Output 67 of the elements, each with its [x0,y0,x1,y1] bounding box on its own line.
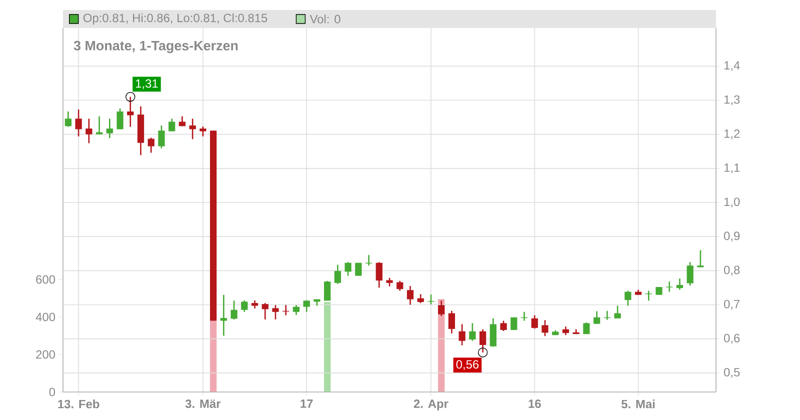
y-tick-label: 1,0 [724,198,740,208]
candlestick [241,300,248,313]
candlestick [624,290,632,306]
candlestick [230,300,238,320]
candlestick [406,285,414,306]
y-tick-label: 0,7 [724,300,740,310]
candlestick [334,264,341,285]
candlestick [344,261,352,276]
y2-tick-label: 200 [36,350,56,359]
y2-tick-label: 600 [36,275,56,284]
x-tick-label: 5. Mai [621,400,655,408]
y-tick-label: 1,1 [724,164,740,174]
candlestick [458,324,466,346]
candlestick [469,322,476,342]
candlestick [86,118,92,144]
candlestick [324,280,331,302]
candlestick [272,304,279,320]
y-tick-label: 1,3 [724,95,740,106]
y-tick-label: 0,8 [724,266,740,276]
annotation: 0,56 [456,360,479,370]
candlestick [292,304,300,316]
candlestick [189,118,196,140]
candlestick [262,302,268,320]
candlestick [148,137,154,154]
bar [324,302,331,392]
candlestick [448,310,456,334]
legend-label: Op:0.81, Hi:0.86, Lo:0.81, Cl:0.815 [83,13,268,25]
candlestick [510,316,518,331]
y2-tick-label: 0 [49,388,56,396]
y2-tick-label: 400 [36,312,56,322]
candlestick [438,300,445,317]
candlestick [200,126,206,138]
legend-label: Vol: 0 [310,14,340,24]
annotation: 1,31 [136,79,158,90]
y-tick-label: 0,5 [724,368,740,378]
x-tick-label: 17 [300,400,313,408]
candlestick [376,261,382,288]
candlestick [396,280,404,292]
candlestick [75,108,82,138]
candlestick [220,294,227,336]
candlestick [542,319,548,337]
candlestick [676,278,684,290]
x-tick-label: 16 [528,400,541,408]
bar [210,320,217,392]
x-tick-label: 2. Apr [414,400,448,410]
text: 3 Monate, 1-Tages-Kerzen [74,40,238,54]
x-tick-label: 13. Feb [58,400,100,408]
y-tick-label: 1,4 [724,61,740,72]
candlestick [500,320,507,332]
candlestick [531,314,538,330]
candlestick [697,250,704,268]
y-tick-label: 0,6 [724,334,740,344]
candlestick [614,305,621,320]
candlestick [64,110,72,128]
candlestick [666,280,673,292]
candlestick [96,116,103,135]
candlestick [158,124,165,149]
candlestick [686,261,694,286]
candlestick [116,108,124,130]
candlestick [593,310,600,324]
candlestick [490,318,496,348]
y-tick-label: 1,2 [724,129,740,140]
x-tick-label: 3. Mär [185,400,221,408]
candlestick [106,118,113,139]
candlestick [355,262,362,276]
candlestick [168,118,176,132]
y-tick-label: 0,9 [724,232,740,242]
